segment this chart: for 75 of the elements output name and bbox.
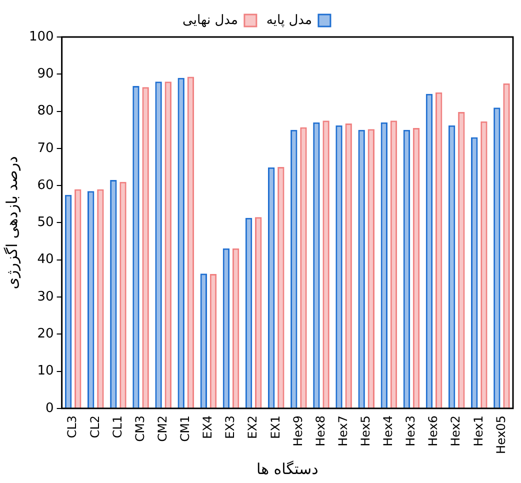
x-tick-label: Hex3: [404, 415, 418, 446]
bar: [368, 129, 375, 408]
y-axis-title: درصد بازدهی اگزرژی: [2, 156, 21, 290]
bar: [290, 130, 298, 408]
bar: [187, 76, 194, 408]
x-tick-label: EX1: [268, 415, 282, 439]
y-tick-label: 60: [37, 178, 54, 193]
y-tick-label: 30: [37, 289, 54, 304]
bar: [390, 120, 398, 408]
bar: [403, 130, 410, 408]
y-tick-label: 70: [37, 140, 54, 156]
x-tick-label: Hex9: [290, 415, 305, 446]
bar: [255, 217, 262, 408]
bar: [88, 191, 94, 408]
bar: [155, 82, 162, 408]
bar: [222, 248, 230, 408]
bar: [245, 218, 252, 408]
x-tick-label: EX3: [223, 415, 238, 439]
bar: [210, 274, 217, 408]
x-tick-label: Hex4: [381, 415, 396, 446]
x-tick-label: Hex1: [471, 415, 486, 446]
bar: [278, 167, 284, 408]
bar: [426, 94, 433, 408]
bar: [132, 86, 140, 408]
x-tick-label: Hex2: [448, 415, 463, 446]
bar: [322, 120, 330, 408]
bar: [97, 189, 104, 408]
legend-label: مدل نهایی: [182, 12, 238, 28]
bar: [503, 83, 510, 408]
bar: [120, 182, 126, 408]
bar: [110, 180, 117, 408]
x-tick-label: EX4: [200, 415, 215, 439]
bar: [435, 92, 442, 408]
bar: [164, 82, 172, 408]
x-tick-label: CL3: [65, 415, 80, 438]
y-tick-label: 90: [37, 66, 54, 82]
legend-label: مدل پایه: [266, 12, 312, 28]
bar: [200, 274, 208, 408]
bar: [64, 194, 72, 408]
x-tick-label: CM3: [132, 415, 147, 442]
y-tick-label: 0: [46, 400, 54, 416]
bar: [412, 128, 420, 408]
bar: [178, 78, 184, 408]
bar: [480, 121, 488, 408]
bar: [345, 124, 352, 408]
bar: [142, 87, 149, 408]
x-tick-label: CL1: [110, 415, 124, 438]
bar: [313, 122, 320, 408]
x-tick-label: Hex5: [358, 415, 372, 446]
x-tick-label: Hex05: [494, 415, 508, 454]
bar: [300, 127, 307, 408]
x-tick-label: Hex6: [426, 415, 440, 446]
bar: [268, 167, 275, 408]
x-tick-label: Hex8: [313, 415, 328, 446]
y-tick-label: 10: [37, 364, 54, 379]
x-axis-title: دستگاه ها: [256, 460, 318, 478]
bar: [336, 125, 342, 408]
bar: [232, 248, 240, 408]
bar: [74, 189, 82, 408]
x-tick-label: CL2: [88, 415, 102, 438]
bar: [494, 108, 500, 408]
y-tick-label: 40: [37, 252, 54, 268]
x-tick-label: CM2: [155, 415, 170, 442]
y-tick-label: 50: [37, 215, 54, 230]
bar: [448, 125, 456, 408]
bar: [471, 137, 478, 408]
y-tick-label: 20: [37, 326, 54, 342]
y-tick-label: 100: [28, 29, 54, 44]
y-tick-label: 80: [37, 104, 54, 119]
bar: [458, 112, 465, 408]
x-tick-label: Hex7: [336, 415, 350, 446]
x-tick-label: CM1: [178, 415, 192, 442]
bar: [380, 122, 388, 408]
x-tick-label: EX2: [246, 415, 260, 439]
bar: [358, 130, 365, 408]
